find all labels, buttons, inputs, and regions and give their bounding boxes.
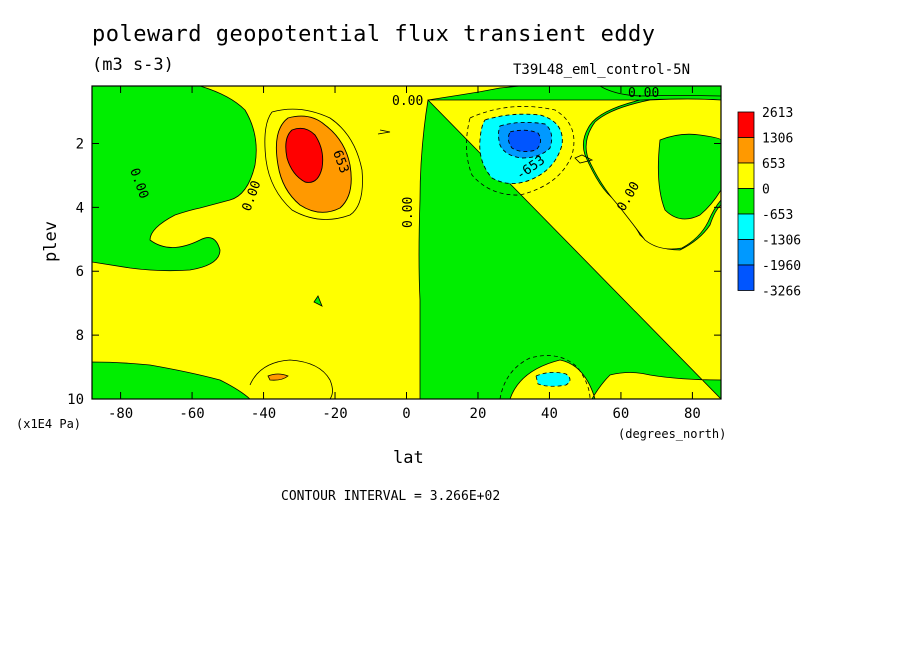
x-axis: -80 -60 -40 -20 0 20 40 60 80	[108, 86, 701, 422]
colorbar: 2613 1306 653 0 -653 -1306 -1960 -3266	[737, 106, 801, 300]
colorbar-label: -3266	[762, 285, 801, 300]
x-tick-label: 20	[470, 406, 487, 422]
colorbar-label: 2613	[762, 106, 793, 121]
x-tick-label: -20	[322, 406, 347, 422]
contour-line	[466, 106, 575, 196]
x-tick-label: -80	[108, 406, 133, 422]
y-axis-title: plev	[41, 221, 61, 262]
region-negative-top	[599, 86, 721, 97]
y-axis-units: (x1E4 Pa)	[16, 417, 81, 431]
colorbar-label: 653	[762, 157, 785, 172]
colorbar-swatch	[737, 264, 755, 291]
y-tick-label: 6	[76, 264, 84, 280]
x-tick-label: 80	[684, 406, 701, 422]
contour-interval: CONTOUR INTERVAL = 3.266E+02	[281, 489, 501, 504]
y-axis: 2 4 6 8 10	[67, 136, 721, 408]
colorbar-label: -1960	[762, 259, 801, 274]
filled-contours	[92, 86, 721, 399]
contour-line	[499, 355, 591, 399]
contour-label: 0.00	[628, 86, 659, 101]
region-small-green	[313, 295, 323, 307]
region-negative-right-cap	[657, 133, 721, 220]
contour-line	[574, 154, 594, 164]
colorbar-label: 0	[762, 183, 770, 198]
x-axis-title: lat	[393, 448, 424, 468]
x-tick-label: -60	[179, 406, 204, 422]
colorbar-swatch	[737, 162, 755, 189]
region-1306	[285, 127, 324, 183]
contour-line	[264, 108, 363, 220]
run-label: T39L48_eml_control-5N	[513, 62, 691, 78]
colorbar-label: -653	[762, 208, 793, 223]
y-tick-label: 8	[76, 328, 84, 344]
contour-line	[249, 359, 333, 399]
x-tick-label: -40	[251, 406, 276, 422]
colorbar-swatch	[737, 239, 755, 266]
contour-label: 0.00	[401, 197, 416, 228]
colorbar-swatch	[737, 111, 755, 138]
chart-units: (m3 s-3)	[92, 55, 174, 75]
y-tick-label: 4	[76, 200, 84, 216]
colorbar-label: 1306	[762, 132, 793, 147]
x-tick-label: 40	[541, 406, 558, 422]
chart-title: poleward geopotential flux transient edd…	[92, 22, 656, 47]
region-minus-1960	[507, 129, 541, 153]
region-minus-653-bottom	[535, 372, 571, 387]
contour-line	[377, 129, 391, 135]
y-tick-label: 2	[76, 136, 84, 152]
x-axis-units: (degrees_north)	[618, 427, 726, 441]
x-tick-label: 0	[402, 406, 410, 422]
colorbar-swatch	[737, 213, 755, 240]
contour-label: 0.00	[392, 94, 423, 109]
y-tick-label: 10	[67, 392, 84, 408]
region-negative-south	[92, 86, 257, 272]
region-negative-southwest	[92, 361, 251, 399]
colorbar-swatch	[737, 137, 755, 164]
colorbar-swatch	[737, 188, 755, 215]
region-small-positive-bottom	[267, 373, 289, 381]
x-tick-label: 60	[613, 406, 630, 422]
colorbar-label: -1306	[762, 234, 801, 249]
